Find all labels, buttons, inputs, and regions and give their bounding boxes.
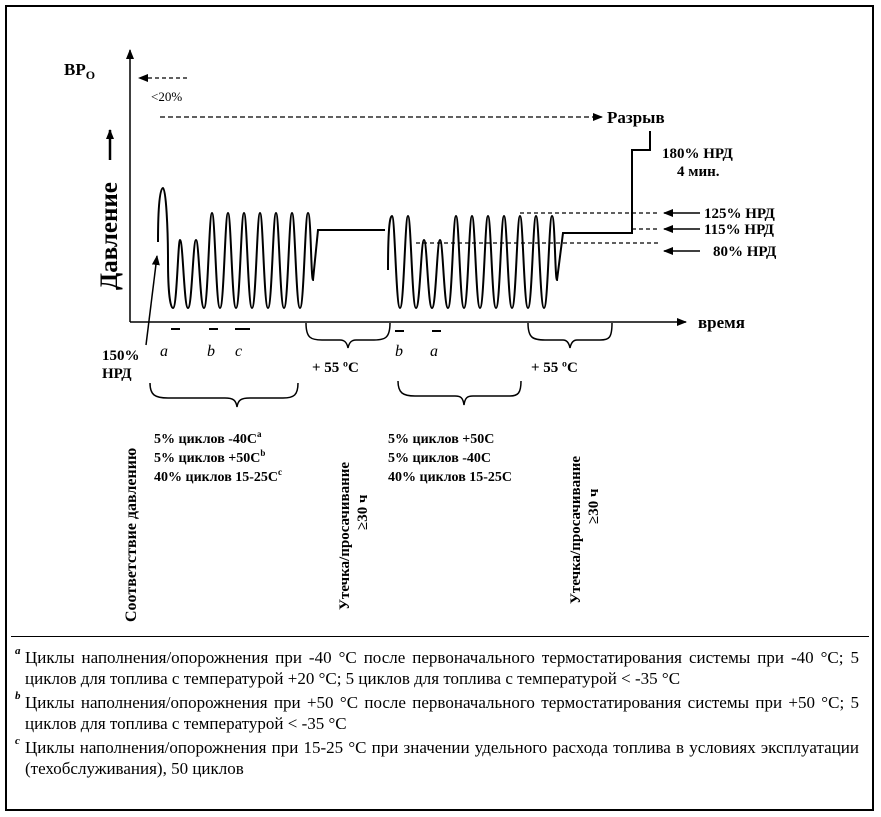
footnote-b: b Циклы наполнения/опорожнения при +50 °C…: [11, 690, 869, 734]
label-80: 80% НРД: [713, 244, 777, 260]
phase-a2: a: [430, 343, 438, 360]
footnote-mark: a: [15, 645, 21, 657]
label-115: 115% НРД: [704, 222, 775, 238]
footnote-text: Циклы наполнения/опорожнения при -40 °C …: [25, 648, 859, 688]
pressure-label: Давление: [96, 182, 123, 290]
phase-b1: b: [207, 343, 215, 360]
phase-b2: b: [395, 343, 403, 360]
phase-a1: a: [160, 343, 168, 360]
pressure-trace: [157, 186, 385, 310]
footnotes: a Циклы наполнения/опорожнения при -40 °C…: [11, 636, 869, 806]
label-180-line1: 180% НРД: [662, 146, 733, 162]
y-axis-label: ВРO: [64, 60, 95, 82]
vertical-pressure-compliance: Соответствие давлению: [123, 448, 140, 622]
group2-line1: 5% циклов +50С: [388, 432, 494, 447]
footnote-c: c Циклы наполнения/опорожнения при 15-25 …: [11, 735, 869, 779]
x-axis-label: время: [698, 313, 745, 332]
vertical-leak-1-line1: Утечка/просачивание: [337, 462, 353, 610]
footnote-text: Циклы наполнения/опорожнения при +50 °C …: [25, 693, 859, 733]
footnote-mark: c: [15, 735, 20, 747]
lt20-label: <20%: [151, 89, 182, 104]
group2-line3: 40% циклов 15-25С: [388, 470, 512, 485]
label-150-line2: НРД: [102, 366, 132, 382]
vertical-leak-2-line1: Утечка/просачивание: [568, 456, 584, 604]
label-125: 125% НРД: [704, 206, 775, 222]
leak-bracket-1: [305, 322, 391, 349]
phase-c1: c: [235, 343, 242, 360]
figure-frame: [5, 5, 874, 811]
group1-line2: 5% циклов +50Сb: [154, 448, 265, 466]
burst-label: Разрыв: [607, 108, 665, 127]
test-sequence-diagram: ВРO время Давление <20% Разрыв 180% НРД …: [64, 49, 777, 622]
pointer-150: [145, 255, 160, 346]
vertical-leak-1-line2: ≥30 ч: [355, 494, 371, 530]
cycle-brace-2: [397, 380, 522, 406]
group1-line1: 5% циклов -40Сa: [154, 429, 262, 447]
vertical-leak-2-line2: ≥30 ч: [586, 488, 602, 524]
footnote-text: Циклы наполнения/опорожнения при 15-25 °…: [25, 738, 859, 778]
footnote-a: a Циклы наполнения/опорожнения при -40 °C…: [11, 645, 869, 689]
footnote-mark: b: [15, 690, 21, 702]
cycle-brace-1: [149, 382, 299, 408]
temp-label-1: + 55 ºС: [312, 360, 359, 376]
pressure-trace-2: [387, 131, 651, 310]
group2-line2: 5% циклов -40С: [388, 451, 491, 466]
temp-label-2: + 55 ºС: [531, 360, 578, 376]
label-180-line2: 4 мин.: [677, 164, 720, 180]
group1-line3: 40% циклов 15-25Сc: [154, 467, 282, 485]
leak-bracket-2: [527, 322, 613, 349]
label-150-line1: 150%: [102, 348, 140, 364]
